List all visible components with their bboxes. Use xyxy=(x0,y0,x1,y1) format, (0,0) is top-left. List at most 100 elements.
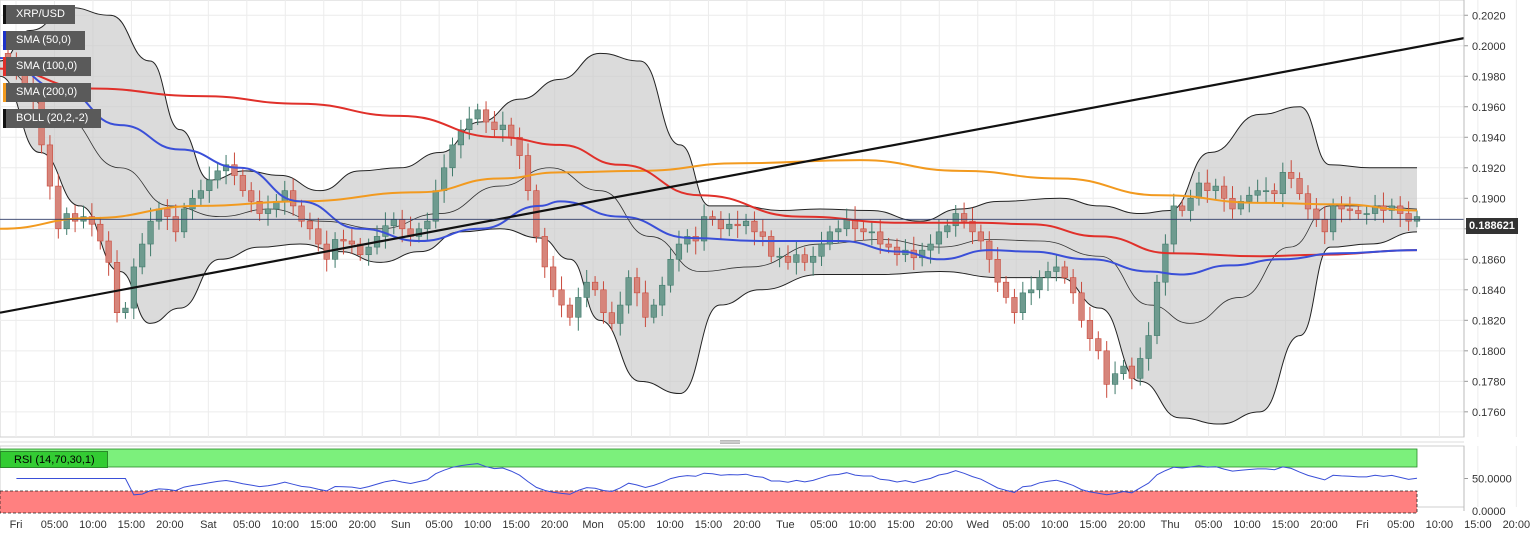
candle-body xyxy=(826,231,834,245)
boll-band-fill xyxy=(0,7,1417,425)
legend-symbol[interactable]: XRP/USD xyxy=(3,5,75,24)
y-tick-label: 0.1800 xyxy=(1472,346,1506,358)
x-tick-label: 10:00 xyxy=(1041,519,1069,531)
candle-body xyxy=(1246,194,1253,202)
candle-body xyxy=(768,236,775,257)
candle-body xyxy=(1229,197,1236,210)
candle-body xyxy=(1296,178,1303,195)
candle-body xyxy=(46,144,54,187)
candle-body xyxy=(197,190,204,199)
y-tick-label: 0.1980 xyxy=(1472,71,1506,83)
candle-body xyxy=(1170,205,1177,245)
candle-body xyxy=(742,220,750,227)
candle-body xyxy=(1053,266,1060,272)
candle-body xyxy=(306,220,314,230)
candle-body xyxy=(541,236,548,268)
candle-body xyxy=(181,208,188,233)
candle-body xyxy=(1330,205,1337,233)
candle-body xyxy=(944,225,951,233)
candle-body xyxy=(365,246,372,256)
candle-body xyxy=(667,259,674,286)
candle-body xyxy=(1313,208,1320,220)
rsi-tick-label: 50.0000 xyxy=(1472,474,1512,486)
candle-body xyxy=(701,216,708,242)
x-tick-label: 05:00 xyxy=(1195,519,1223,531)
candle-body xyxy=(1212,185,1219,191)
x-tick-label: 10:00 xyxy=(1426,519,1454,531)
x-tick-label: Tue xyxy=(776,519,795,531)
candle-body xyxy=(189,197,196,210)
candle-body xyxy=(751,220,758,233)
candle-body xyxy=(290,190,297,207)
candle-body xyxy=(399,219,406,230)
candle-body xyxy=(1120,365,1127,374)
candle-body xyxy=(776,255,783,258)
x-tick-label: 10:00 xyxy=(464,519,492,531)
bollinger-bands xyxy=(0,7,1418,425)
candle-body xyxy=(885,243,892,248)
x-tick-label: 05:00 xyxy=(41,519,69,531)
x-tick-label: 15:00 xyxy=(310,519,338,531)
sma200-line xyxy=(0,159,1418,230)
x-tick-label: 20:00 xyxy=(1310,519,1338,531)
candle-body xyxy=(600,289,607,313)
x-tick-label: 20:00 xyxy=(156,519,184,531)
rsi-oversold-zone xyxy=(0,490,1418,514)
candle-body xyxy=(474,109,481,120)
rsi-panel: 50.0000 0.0000 xyxy=(0,445,1512,518)
x-tick-label: Sat xyxy=(200,519,217,531)
candle-body xyxy=(1070,277,1077,294)
y-tick-label: 0.1840 xyxy=(1472,285,1506,297)
candle-body xyxy=(1095,338,1102,352)
candle-body xyxy=(1262,190,1270,192)
legend-sma100[interactable]: SMA (100,0) xyxy=(3,57,91,76)
candle-body xyxy=(441,167,448,191)
candle-body xyxy=(97,223,104,242)
x-tick-label: 15:00 xyxy=(887,519,915,531)
price-axis: 0.2020 0.2000 0.1980 0.1960 0.1940 0.1920 0.19… xyxy=(1463,0,1506,437)
x-tick-label: 20:00 xyxy=(541,519,569,531)
x-tick-label: 10:00 xyxy=(79,519,107,531)
legend-boll[interactable]: BOLL (20,2,-2) xyxy=(3,109,101,128)
legend-sma50[interactable]: SMA (50,0) xyxy=(3,31,85,50)
candle-body xyxy=(1363,213,1370,215)
candle-body xyxy=(1145,335,1152,359)
candle-body xyxy=(1078,292,1085,321)
legend-sma50-swatch xyxy=(3,31,6,50)
candle-body xyxy=(491,121,498,130)
candle-body xyxy=(927,243,934,251)
candle-body xyxy=(264,208,272,214)
candle-body xyxy=(88,216,95,225)
boll-lower-line xyxy=(0,75,1418,425)
candle-body xyxy=(843,219,850,230)
legend-sma200[interactable]: SMA (200,0) xyxy=(3,83,91,102)
x-tick-label: 05:00 xyxy=(233,519,261,531)
candle-body xyxy=(1271,190,1278,195)
candle-body xyxy=(214,170,221,181)
candle-body xyxy=(206,179,213,191)
candle-body xyxy=(1036,277,1043,291)
x-tick-label: Wed xyxy=(967,519,989,531)
candle-body xyxy=(239,175,246,191)
candle-body xyxy=(617,304,624,324)
legend-sma200-swatch xyxy=(3,83,6,102)
candle-body xyxy=(499,124,506,130)
x-tick-label: 10:00 xyxy=(272,519,300,531)
candle-body xyxy=(298,205,305,222)
candle-body xyxy=(860,228,867,233)
candle-body xyxy=(482,109,490,123)
candle-body xyxy=(524,155,532,191)
candle-body xyxy=(432,190,439,222)
candle-body xyxy=(164,208,171,217)
candle-body xyxy=(1086,320,1094,339)
candle-body xyxy=(919,249,926,259)
sma50-line xyxy=(0,56,1418,276)
candle-body xyxy=(877,231,884,245)
last-price-tag: 0.188621 xyxy=(1466,218,1518,234)
candle-body xyxy=(784,255,792,263)
candle-body xyxy=(139,243,146,268)
candle-body xyxy=(793,254,800,263)
rsi-label[interactable]: RSI (14,70,30,1) xyxy=(0,451,108,468)
candle-body xyxy=(575,297,582,318)
candle-body xyxy=(1405,213,1412,222)
